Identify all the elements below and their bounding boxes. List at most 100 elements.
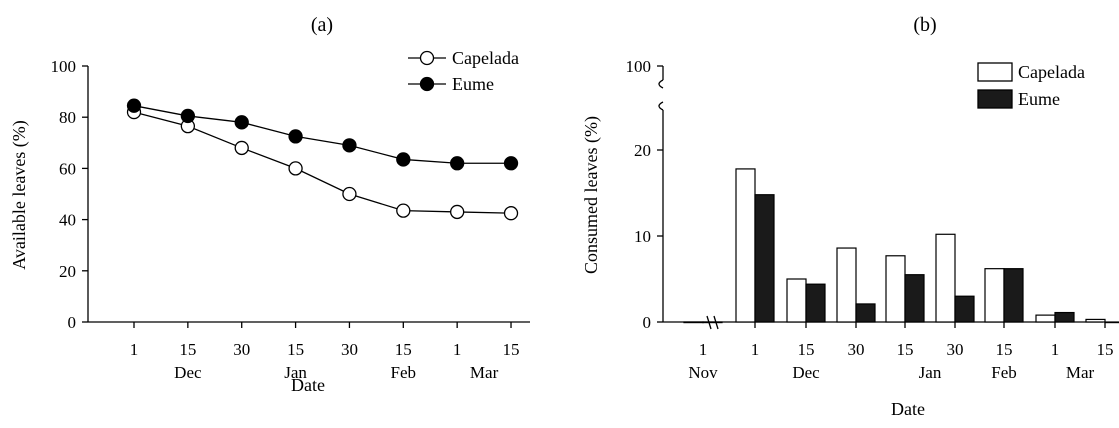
month-label: Nov (688, 363, 718, 382)
bar-capelada (935, 233, 956, 323)
panel-a-x-ticks: 1 15 30 15 30 15 1 15 (130, 322, 520, 359)
y-tick-label: 0 (643, 313, 652, 332)
x-tick-label: 15 (798, 340, 815, 359)
bar-eume (1003, 268, 1024, 323)
x-tick-label: 1 (751, 340, 760, 359)
x-tick-label: 15 (179, 340, 196, 359)
x-tick-label: 15 (1097, 340, 1114, 359)
bar-capelada (683, 321, 704, 324)
panel-b-y-label: Consumed leaves (%) (581, 116, 602, 274)
y-tick-label: 40 (59, 211, 76, 230)
bar-capelada (1035, 314, 1056, 323)
panel-b-legend: Capelada Eume (977, 62, 1085, 109)
data-point-capelada (396, 203, 411, 218)
panel-b-bars (683, 168, 1119, 324)
data-point-eume (450, 156, 465, 171)
x-tick-label: 15 (897, 340, 914, 359)
panel-b: (b) 0 10 20 100 1 1 15 30 15 30 15 1 15 Nov Dec Jan Fe… (581, 14, 1119, 419)
y-tick-label: 10 (634, 227, 651, 246)
data-point-eume (126, 98, 142, 113)
panel-b-x-label: Date (891, 399, 925, 419)
panel-a-y-ticks: 0 20 40 60 80 100 (51, 57, 88, 332)
y-tick-label: 20 (634, 141, 651, 160)
panel-b-y-ticks: 0 10 20 100 (626, 57, 663, 332)
bar-eume (954, 295, 975, 323)
data-point-eume (396, 152, 411, 167)
y-tick-label: 20 (59, 262, 76, 281)
x-tick-label: 1 (1051, 340, 1060, 359)
panel-a-title: (a) (311, 14, 333, 36)
panel-b-month-labels: Nov Dec Jan Feb Mar (688, 363, 1094, 382)
series-line-capelada (133, 111, 512, 214)
month-label: Mar (470, 363, 499, 382)
month-label: Dec (792, 363, 820, 382)
bar-capelada (735, 168, 756, 323)
legend-swatch-eume (977, 89, 1013, 109)
y-tick-label: 100 (626, 57, 652, 76)
panel-a-month-labels: Dec Jan Feb Mar (174, 363, 498, 382)
panel-a-series (126, 98, 519, 221)
x-tick-label: 30 (947, 340, 964, 359)
month-label: Mar (1066, 363, 1095, 382)
bar-eume (754, 194, 775, 323)
legend-label-capelada-b: Capelada (1018, 62, 1085, 82)
legend-marker-eume (419, 76, 435, 92)
x-tick-label: 1 (453, 340, 462, 359)
bar-capelada (984, 268, 1005, 323)
month-label: Jan (284, 363, 307, 382)
bar-capelada (885, 255, 906, 323)
month-label: Feb (391, 363, 417, 382)
y-tick-label: 80 (59, 108, 76, 127)
data-point-eume (234, 115, 249, 130)
bar-capelada (786, 278, 807, 323)
series-line-eume (133, 105, 512, 164)
panel-b-axis-break-bottom (658, 101, 664, 111)
x-tick-label: 15 (287, 340, 304, 359)
x-tick-label: 1 (130, 340, 139, 359)
month-label: Dec (174, 363, 202, 382)
y-tick-label: 60 (59, 159, 76, 178)
panel-a-x-label: Date (291, 375, 325, 395)
y-tick-label: 0 (68, 313, 77, 332)
legend-label-capelada: Capelada (452, 48, 519, 68)
data-point-capelada (288, 161, 303, 176)
panel-a-y-label: Available leaves (%) (9, 120, 30, 270)
bar-eume (1104, 321, 1119, 324)
month-label: Feb (991, 363, 1017, 382)
panel-a: (a) 0 20 40 60 80 100 1 15 30 15 30 15 1 15 Dec Jan Fe… (9, 14, 530, 395)
panel-b-title: (b) (913, 14, 936, 36)
legend-swatch-capelada (977, 62, 1013, 82)
panel-b-x-ticks: 1 1 15 30 15 30 15 1 15 (699, 322, 1114, 359)
x-tick-label: 30 (848, 340, 865, 359)
data-point-eume (342, 138, 357, 153)
legend-marker-capelada (419, 50, 435, 66)
data-point-eume (503, 156, 519, 171)
x-tick-label: 30 (341, 340, 358, 359)
data-point-capelada (234, 140, 249, 156)
panel-a-legend: Capelada Eume (408, 48, 519, 94)
data-point-eume (180, 108, 196, 124)
x-tick-label: 1 (699, 340, 708, 359)
data-point-capelada (450, 204, 465, 220)
legend-label-eume-b: Eume (1018, 89, 1060, 109)
bar-eume (1054, 311, 1075, 323)
x-tick-label: 30 (233, 340, 250, 359)
x-tick-label: 15 (996, 340, 1013, 359)
data-point-eume (288, 129, 303, 144)
x-tick-label: 15 (395, 340, 412, 359)
data-point-capelada (503, 206, 519, 221)
month-label: Jan (919, 363, 942, 382)
legend-label-eume: Eume (452, 74, 494, 94)
bar-eume (805, 283, 826, 323)
x-tick-label: 15 (503, 340, 520, 359)
bar-eume (702, 321, 723, 324)
bar-capelada (1085, 318, 1106, 323)
bar-capelada (836, 247, 857, 323)
bar-eume (904, 274, 925, 323)
bar-eume (855, 303, 876, 323)
y-tick-label: 100 (51, 57, 77, 76)
data-point-capelada (342, 186, 357, 202)
panel-b-axis-break-top (658, 79, 664, 89)
